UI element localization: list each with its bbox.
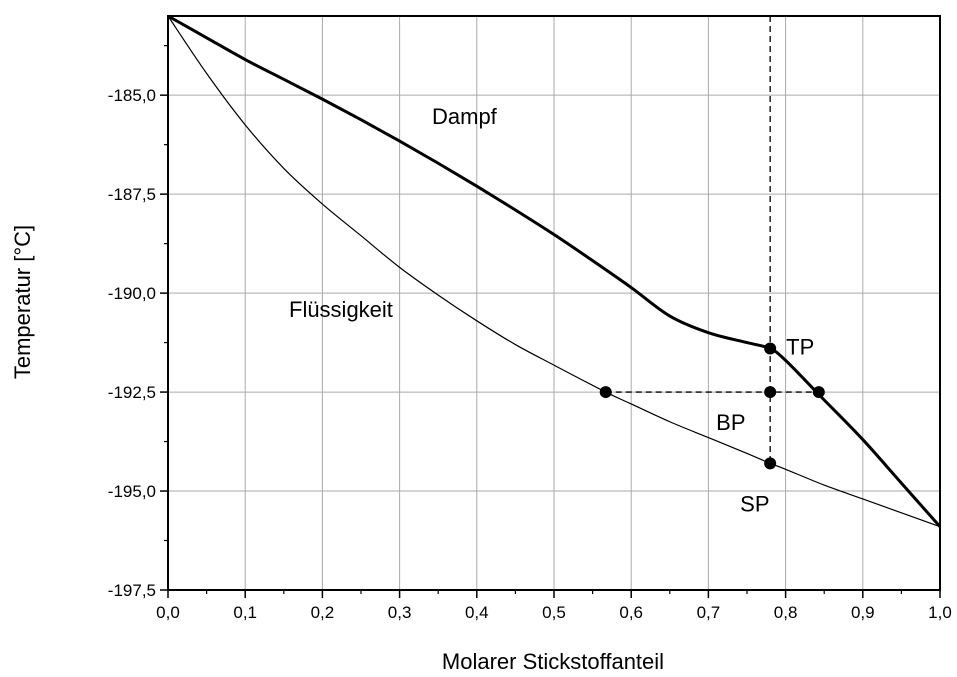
y-tick-label: -187,5 xyxy=(108,185,156,204)
point-label-bp: BP xyxy=(716,410,745,435)
marked-points: TP BP SP xyxy=(599,335,825,516)
fluessigkeit-curve-label: Flüssigkeit xyxy=(289,297,393,322)
x-tick-label: 0,2 xyxy=(311,603,335,622)
data-point xyxy=(812,386,825,399)
y-tick-label: -190,0 xyxy=(108,284,156,303)
x-tick-label: 0,4 xyxy=(465,603,489,622)
fluessigkeit-curve xyxy=(167,15,941,528)
data-point xyxy=(599,386,612,399)
x-tick-label: 0,7 xyxy=(697,603,721,622)
y-tick-label: -195,0 xyxy=(108,482,156,501)
x-tick-label: 0,5 xyxy=(542,603,566,622)
point-label-sp: SP xyxy=(740,491,769,516)
x-axis-title: Molarer Stickstoffanteil xyxy=(442,649,664,674)
x-tick-label: 0,0 xyxy=(156,603,180,622)
y-axis-title: Temperatur [°C] xyxy=(10,225,35,379)
x-tick-label: 0,1 xyxy=(233,603,257,622)
axis-ticks: 0,0 0,1 0,2 0,3 0,4 0,5 0,6 0,7 0,8 0,9 1,0 -185,0 -… xyxy=(108,45,952,622)
y-tick-label: -192,5 xyxy=(108,383,156,402)
x-tick-label: 1,0 xyxy=(928,603,952,622)
x-tick-label: 0,8 xyxy=(774,603,798,622)
grid xyxy=(168,16,940,590)
y-tick-label: -197,5 xyxy=(108,581,156,600)
x-tick-label: 0,3 xyxy=(388,603,412,622)
data-point-tp xyxy=(764,342,777,355)
data-point-bp xyxy=(764,386,777,399)
point-label-tp: TP xyxy=(786,335,814,360)
y-tick-label: -185,0 xyxy=(108,86,156,105)
dampf-curve-label: Dampf xyxy=(432,104,498,129)
x-tick-label: 0,6 xyxy=(619,603,643,622)
x-tick-label: 0,9 xyxy=(851,603,875,622)
data-point-sp xyxy=(764,457,777,470)
dashed-guides xyxy=(605,16,819,464)
